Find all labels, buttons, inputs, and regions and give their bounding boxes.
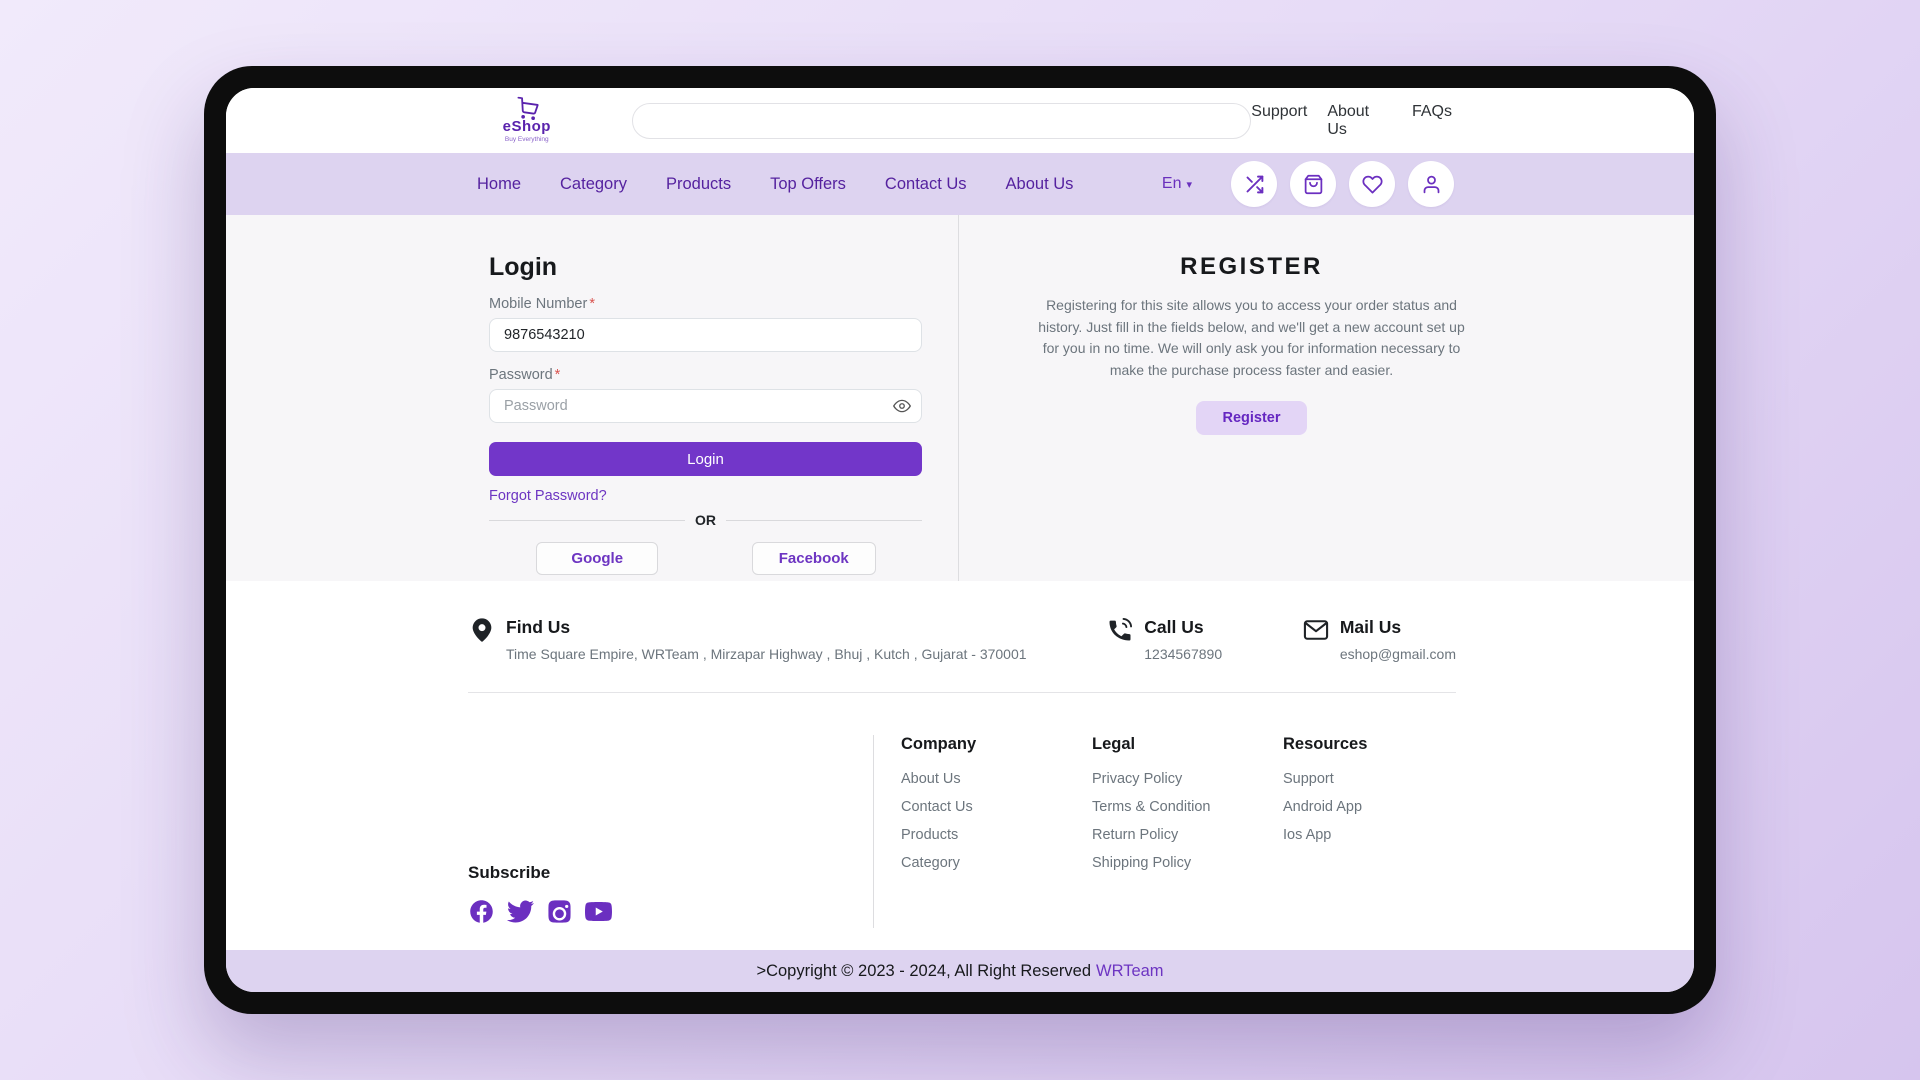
envelope-icon bbox=[1303, 620, 1328, 640]
legal-column: Legal Privacy Policy Terms & Condition R… bbox=[1092, 735, 1283, 928]
top-header: eShop Buy Everything Support About Us FA… bbox=[226, 88, 1694, 153]
mobile-number-field[interactable] bbox=[489, 318, 922, 352]
footer-divider bbox=[468, 691, 1456, 693]
header-links: Support About Us FAQs bbox=[1251, 103, 1452, 139]
facebook-login-button[interactable]: Facebook bbox=[751, 542, 876, 575]
phone-number-text: 1234567890 bbox=[1144, 645, 1223, 662]
header-link-faqs[interactable]: FAQs bbox=[1411, 102, 1452, 120]
password-label: Password * bbox=[489, 367, 561, 383]
google-login-button[interactable]: Google bbox=[536, 542, 659, 575]
footer-columns: Subscribe bbox=[226, 693, 1694, 928]
subscribe-title: Subscribe bbox=[468, 862, 551, 882]
footer-link-return-policy[interactable]: Return Policy bbox=[1092, 826, 1179, 843]
shuffle-icon bbox=[1246, 175, 1263, 193]
logo-text: eShop bbox=[502, 118, 551, 135]
footer-link-support[interactable]: Support bbox=[1283, 770, 1334, 787]
divider-line bbox=[726, 519, 922, 521]
footer-link-terms-condition[interactable]: Terms & Condition bbox=[1092, 798, 1211, 815]
email-text: eshop@gmail.com bbox=[1339, 645, 1456, 662]
footer-link-privacy-policy[interactable]: Privacy Policy bbox=[1092, 770, 1183, 787]
search-input[interactable] bbox=[631, 102, 1252, 139]
nav-item-products[interactable]: Products bbox=[665, 174, 732, 193]
main-content: Login Mobile Number* Password* bbox=[226, 215, 1694, 581]
browser-screen: eShop Buy Everything Support About Us FA… bbox=[226, 88, 1694, 992]
device-frame: eShop Buy Everything Support About Us FA… bbox=[204, 66, 1716, 1014]
social-login-row: Google Facebook bbox=[489, 542, 922, 575]
facebook-icon[interactable] bbox=[468, 898, 495, 925]
footer-link-android-app[interactable]: Android App bbox=[1283, 798, 1363, 815]
nav-actions: En ▾ bbox=[1162, 161, 1454, 207]
copyright-bar: >Copyright © 2023 - 2024, All Right Rese… bbox=[226, 950, 1694, 992]
header-link-support[interactable]: Support bbox=[1251, 102, 1308, 120]
compare-button[interactable] bbox=[1231, 161, 1277, 207]
mail-us-block: Mail Us eshop@gmail.com bbox=[1302, 615, 1456, 662]
forgot-password-link[interactable]: Forgot Password? bbox=[489, 488, 607, 504]
login-button[interactable]: Login bbox=[489, 442, 922, 476]
footer-contact-row: Find Us Time Square Empire, WRTeam , Mir… bbox=[226, 581, 1694, 662]
required-asterisk: * bbox=[589, 296, 595, 312]
footer-link-ios-app[interactable]: Ios App bbox=[1283, 826, 1332, 843]
mail-us-title: Mail Us bbox=[1339, 617, 1402, 637]
social-icons-row bbox=[468, 898, 873, 925]
legal-title: Legal bbox=[1092, 734, 1136, 753]
wrteam-link[interactable]: WRTeam bbox=[1096, 961, 1164, 980]
eye-icon[interactable] bbox=[893, 397, 911, 415]
register-title: REGISTER bbox=[1180, 253, 1323, 280]
nav-item-home[interactable]: Home bbox=[477, 174, 522, 193]
register-button[interactable]: Register bbox=[1196, 400, 1307, 435]
company-title: Company bbox=[901, 734, 977, 753]
company-column: Company About Us Contact Us Products Cat… bbox=[901, 735, 1092, 928]
find-us-block: Find Us Time Square Empire, WRTeam , Mir… bbox=[468, 615, 1027, 662]
instagram-icon[interactable] bbox=[546, 898, 573, 925]
footer-link-products[interactable]: Products bbox=[901, 826, 959, 843]
footer: Find Us Time Square Empire, WRTeam , Mir… bbox=[226, 581, 1694, 950]
nav-links: Home Category Products Top Offers Contac… bbox=[477, 175, 1073, 194]
logo[interactable]: eShop Buy Everything bbox=[488, 96, 566, 143]
logo-tagline: Buy Everything bbox=[504, 136, 549, 143]
phone-icon bbox=[1109, 617, 1133, 641]
call-us-title: Call Us bbox=[1144, 617, 1204, 637]
language-dropdown[interactable]: En ▾ bbox=[1162, 175, 1192, 193]
login-section: Login Mobile Number* Password* bbox=[226, 215, 959, 581]
heart-icon bbox=[1362, 175, 1382, 193]
main-navbar: Home Category Products Top Offers Contac… bbox=[226, 153, 1694, 215]
call-us-block: Call Us 1234567890 bbox=[1106, 615, 1222, 662]
footer-link-contact-us[interactable]: Contact Us bbox=[901, 798, 973, 815]
required-asterisk: * bbox=[554, 367, 561, 383]
footer-link-about-us[interactable]: About Us bbox=[901, 770, 961, 787]
resources-title: Resources bbox=[1283, 734, 1368, 753]
password-field[interactable] bbox=[489, 389, 922, 423]
cart-icon bbox=[517, 96, 539, 121]
footer-link-category[interactable]: Category bbox=[901, 854, 960, 871]
header-link-about-us[interactable]: About Us bbox=[1327, 102, 1370, 138]
or-divider: OR bbox=[489, 512, 922, 528]
cart-button[interactable] bbox=[1290, 161, 1336, 207]
nav-item-contact-us[interactable]: Contact Us bbox=[884, 174, 967, 193]
register-description: Registering for this site allows you to … bbox=[1038, 297, 1465, 379]
register-section: REGISTER Registering for this site allow… bbox=[959, 215, 1694, 581]
nav-item-category[interactable]: Category bbox=[560, 174, 627, 193]
login-title: Login bbox=[489, 253, 558, 281]
copyright-text: >Copyright © 2023 - 2024, All Right Rese… bbox=[756, 961, 1091, 980]
youtube-icon[interactable] bbox=[585, 898, 612, 925]
location-pin-icon bbox=[472, 618, 492, 642]
find-us-title: Find Us bbox=[506, 617, 571, 637]
language-label: En bbox=[1161, 175, 1182, 192]
twitter-icon[interactable] bbox=[507, 898, 534, 925]
or-label: OR bbox=[695, 512, 716, 528]
divider-line bbox=[489, 519, 685, 521]
shopping-bag-icon bbox=[1304, 174, 1322, 194]
account-button[interactable] bbox=[1408, 161, 1454, 207]
nav-item-about-us[interactable]: About Us bbox=[1005, 174, 1074, 193]
resources-column: Resources Support Android App Ios App bbox=[1283, 735, 1474, 928]
subscribe-block: Subscribe bbox=[468, 734, 874, 928]
wishlist-button[interactable] bbox=[1349, 161, 1395, 207]
mobile-number-label: Mobile Number * bbox=[489, 296, 595, 312]
chevron-down-icon: ▾ bbox=[1186, 178, 1192, 191]
user-icon bbox=[1423, 175, 1439, 193]
nav-item-top-offers[interactable]: Top Offers bbox=[770, 174, 846, 193]
footer-link-shipping-policy[interactable]: Shipping Policy bbox=[1092, 854, 1192, 871]
address-text: Time Square Empire, WRTeam , Mirzapar Hi… bbox=[506, 645, 1027, 662]
